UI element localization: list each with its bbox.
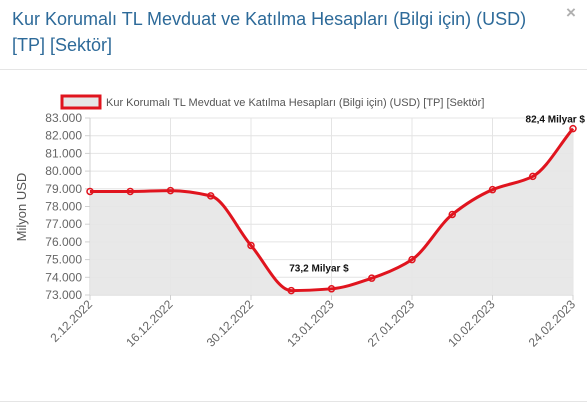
y-tick-label: 78.000 [45,200,82,214]
modal-title: Kur Korumalı TL Mevduat ve Katılma Hesap… [12,9,527,55]
x-tick-label: 30.12.2022 [204,297,257,350]
y-tick-label: 83.000 [45,111,82,125]
data-point [448,210,456,219]
y-tick-label: 76.000 [45,235,82,249]
x-tick-label: 2.12.2022 [47,297,95,345]
data-point [207,192,215,200]
data-point [408,255,416,264]
y-tick-label: 73.000 [45,288,82,302]
data-point [569,124,577,133]
data-annotations: 73,2 Milyar $ 82,4 Milyar $ [289,115,585,275]
data-point [86,187,94,196]
x-tick-label: 27.01.2023 [365,297,418,350]
x-tick-label: 13.01.2023 [284,297,337,350]
area-fill [90,128,573,295]
data-point [368,274,376,282]
data-label: 82,4 Milyar $ [526,115,586,126]
x-tick-label: 16.12.2022 [123,297,176,350]
data-point [166,186,175,195]
data-label: 73,2 Milyar $ [289,264,349,275]
close-button[interactable]: × [563,4,579,22]
data-point [327,285,336,293]
legend[interactable]: Kur Korumalı TL Mevduat ve Katılma Hesap… [60,94,484,110]
series-line [90,127,575,293]
y-tick-label: 81.000 [45,146,82,160]
data-point [247,241,255,250]
modal-footer-divider [0,401,587,402]
data-point [529,172,537,181]
y-tick-label: 77.000 [45,217,82,231]
legend-swatch [60,94,102,110]
y-tick-label: 82.000 [45,129,82,143]
legend-label: Kur Korumalı TL Mevduat ve Katılma Hesap… [106,97,484,109]
area-chart: Kur Korumalı TL Mevduat ve Katılma Hesap… [14,94,585,350]
y-tick-label: 74.000 [45,270,82,284]
data-point [287,286,295,295]
x-tick-label: 10.02.2023 [445,297,498,350]
y-tick-label: 80.000 [45,164,82,178]
data-points [86,124,577,295]
modal-header: Kur Korumalı TL Mevduat ve Katılma Hesap… [0,0,587,70]
data-point [488,185,497,194]
x-axis-ticks: 2.12.2022 16.12.2022 30.12.2022 13.01.2023 2… [47,297,578,350]
data-point [126,187,134,196]
y-axis-ticks: 73.000 74.000 75.000 76.000 77.000 78.000 79.0… [45,111,82,302]
y-tick-label: 79.000 [45,182,82,196]
y-tick-label: 75.000 [45,253,82,267]
x-tick-label: 24.02.2023 [526,297,579,350]
y-axis-title: Milyon USD [14,173,29,242]
